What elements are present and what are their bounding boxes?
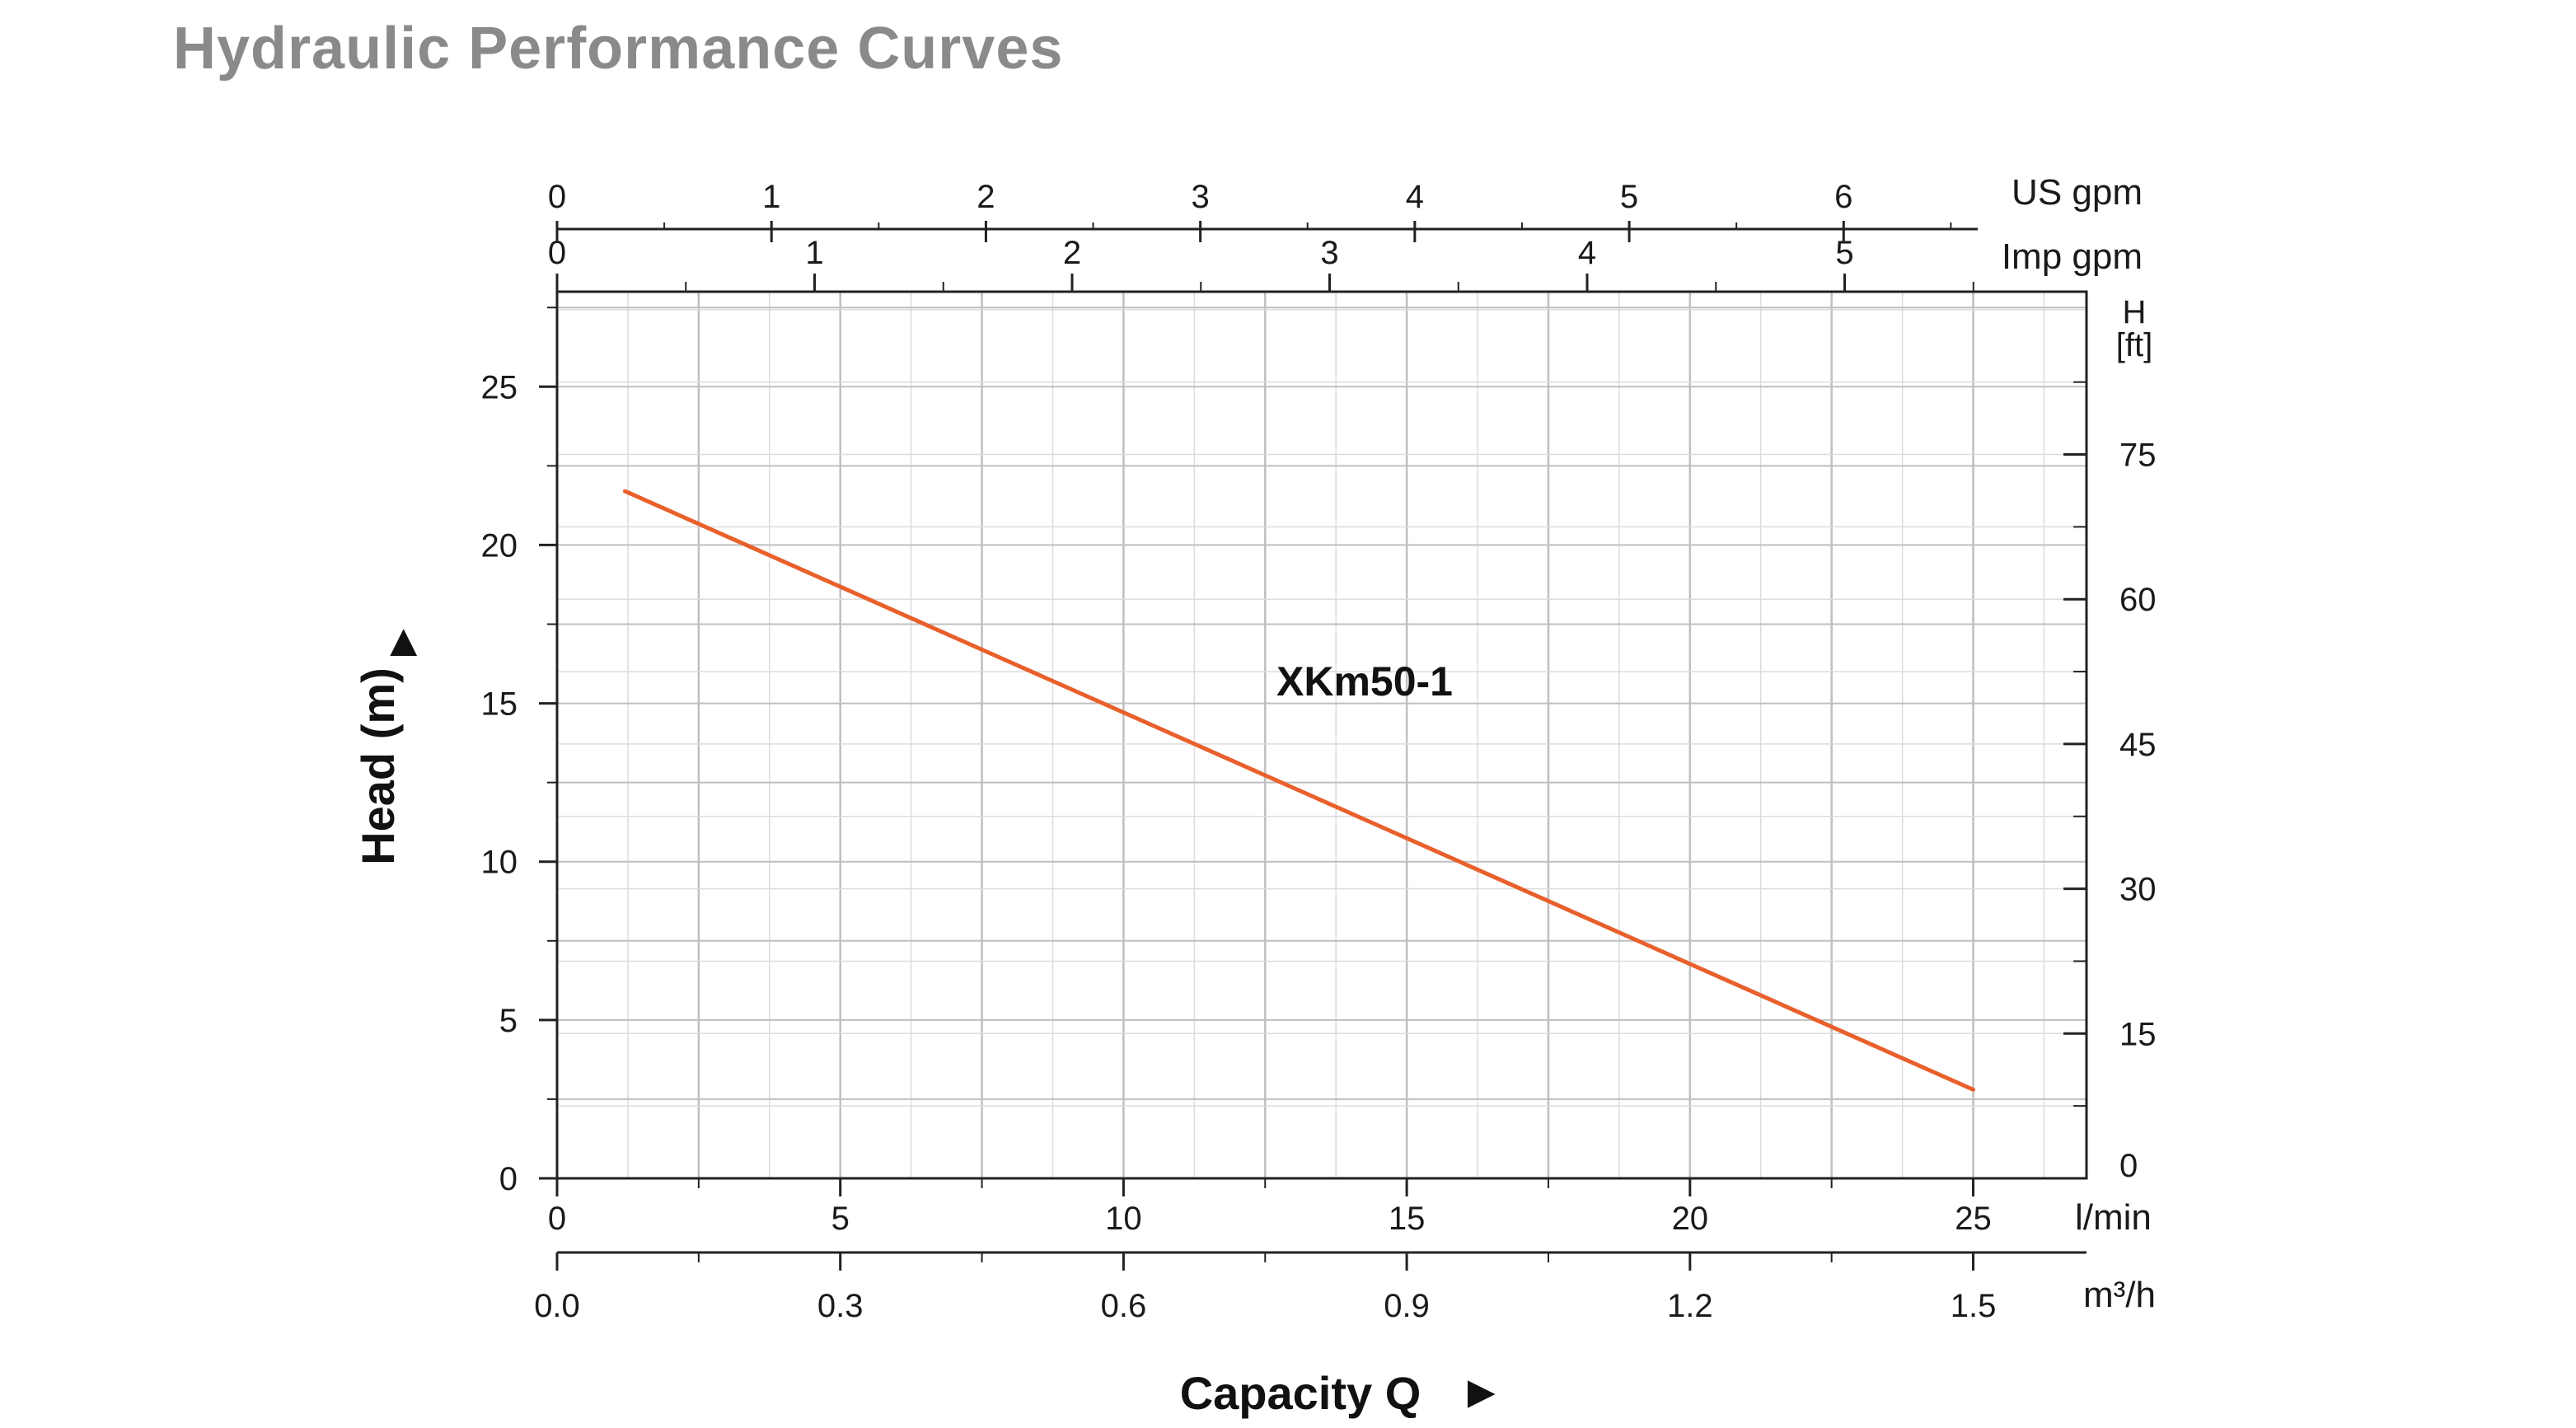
x-tick-label: 25 — [1955, 1201, 1992, 1237]
ft-axis-label-unit: [ft] — [2116, 327, 2152, 363]
imp-tick-label: 5 — [1835, 235, 1853, 271]
us-tick-label: 6 — [1834, 179, 1852, 215]
x-tick-label: 0 — [548, 1201, 566, 1237]
page-title: Hydraulic Performance Curves — [173, 16, 1064, 82]
ft-axis-label-h: H — [2123, 294, 2147, 330]
x-axis-arrow-icon: ► — [1459, 1365, 1504, 1417]
x-axis-title: Capacity Q — [1180, 1367, 1421, 1419]
m3h-tick-label: 1.5 — [1951, 1288, 1997, 1324]
m3h-tick-label: 0.9 — [1384, 1288, 1430, 1324]
m3h-tick-label: 0.6 — [1101, 1288, 1147, 1324]
chart-series: XKm50-1 — [622, 489, 1976, 1092]
ft-tick-label: 75 — [2119, 438, 2157, 474]
series-label: XKm50-1 — [1276, 658, 1453, 705]
us-tick-label: 0 — [548, 179, 566, 215]
x-tick-label: 10 — [1105, 1201, 1142, 1237]
us-tick-label: 2 — [977, 179, 995, 215]
chart-grid — [557, 292, 2087, 1178]
imp-tick-label: 1 — [805, 235, 823, 271]
us-unit-label: US gpm — [2012, 172, 2143, 213]
y-tick-label: 5 — [499, 1003, 518, 1039]
m3h-tick-label: 0.3 — [817, 1288, 864, 1324]
us-tick-label: 5 — [1620, 179, 1638, 215]
ft-tick-label: 45 — [2119, 727, 2157, 763]
imp-tick-label: 3 — [1320, 235, 1338, 271]
y-tick-label: 10 — [481, 845, 518, 881]
y-axis-arrow-icon: ▲ — [381, 614, 426, 666]
imp-unit-label: Imp gpm — [2002, 236, 2143, 277]
us-tick-label: 1 — [762, 179, 780, 215]
y-tick-label: 20 — [481, 527, 518, 564]
imp-tick-label: 0 — [548, 235, 566, 271]
us-tick-label: 3 — [1192, 179, 1210, 215]
ft-tick-label: 60 — [2119, 582, 2157, 618]
curve-line-xkm50-1 — [622, 489, 1976, 1092]
us-tick-label: 4 — [1406, 179, 1424, 215]
m3h-tick-label: 0.0 — [534, 1288, 580, 1324]
ft-tick-label: 0 — [2119, 1148, 2138, 1184]
x-unit-label: l/min — [2075, 1197, 2152, 1238]
x-tick-label: 5 — [831, 1201, 850, 1237]
y-axis-title: Head (m) — [352, 667, 404, 865]
plot-area — [555, 290, 2088, 1180]
ft-tick-label: 15 — [2119, 1016, 2157, 1052]
y-tick-label: 15 — [481, 686, 518, 723]
y-tick-label: 25 — [481, 369, 518, 405]
m3h-tick-label: 1.2 — [1667, 1288, 1713, 1324]
y-tick-label: 0 — [499, 1161, 518, 1197]
m3h-unit-label: m³/h — [2083, 1275, 2156, 1315]
ft-tick-label: 30 — [2119, 872, 2157, 908]
imp-tick-label: 2 — [1063, 235, 1081, 271]
x-tick-label: 15 — [1389, 1201, 1426, 1237]
imp-tick-label: 4 — [1578, 235, 1596, 271]
x-tick-label: 20 — [1672, 1201, 1709, 1237]
